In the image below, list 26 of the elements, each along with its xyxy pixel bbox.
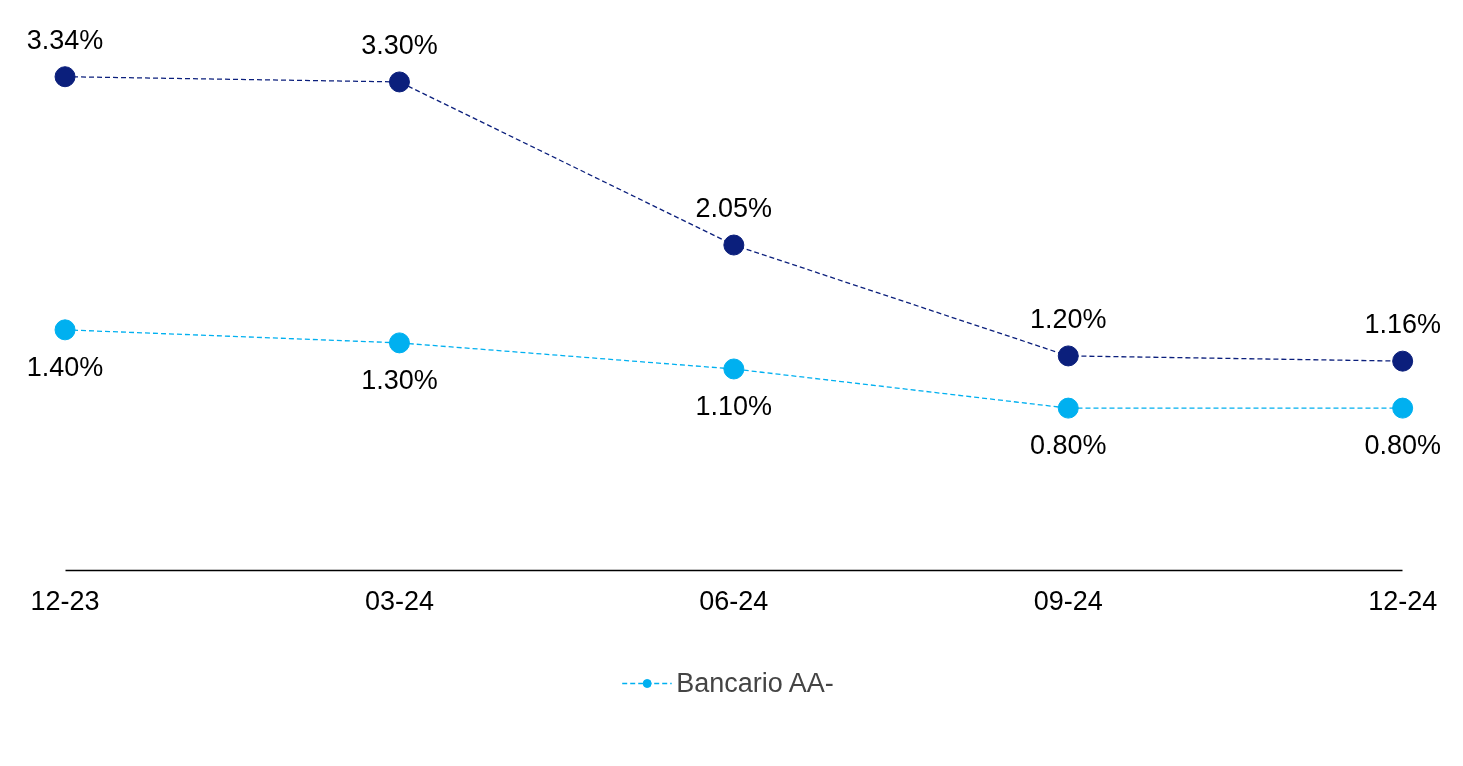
point: [723, 358, 745, 380]
point: [54, 319, 76, 341]
data-label: 3.34%: [26, 24, 104, 55]
data-label: 1.40%: [26, 351, 104, 382]
point: [723, 234, 745, 256]
data-label: 0.80%: [1364, 430, 1441, 461]
legend-label: Bancario AA-: [676, 667, 834, 699]
point: [1392, 350, 1414, 372]
data-label: 1.30%: [361, 364, 438, 395]
x-tick-label: 12-24: [1368, 585, 1438, 616]
point: [1057, 345, 1079, 367]
point: [1057, 397, 1079, 419]
data-label: 0.80%: [1029, 430, 1107, 461]
data-label: 1.16%: [1364, 309, 1441, 340]
data-label: 1.20%: [1029, 303, 1107, 334]
x-tick-label: 03-24: [364, 585, 434, 616]
point: [1392, 397, 1414, 419]
x-tick-label: 12-23: [30, 585, 100, 616]
point: [388, 332, 410, 354]
data-label: 3.30%: [361, 29, 438, 60]
x-tick-label: 09-24: [1033, 585, 1103, 616]
point: [54, 66, 76, 88]
point: [388, 71, 410, 93]
x-tick-label: 06-24: [699, 585, 769, 616]
data-label: 1.10%: [695, 390, 773, 421]
data-label: 2.05%: [695, 193, 773, 224]
